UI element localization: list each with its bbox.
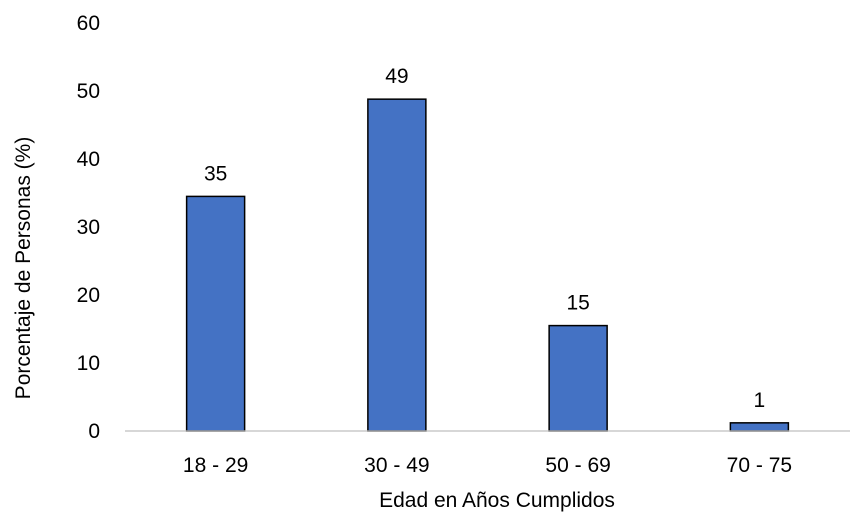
y-tick-label: 10 [77,352,100,375]
x-axis-title: Edad en Años Cumplidos [379,489,615,512]
y-tick-label: 20 [77,284,100,307]
x-axis-ticks: 18 - 29 30 - 49 50 - 69 70 - 75 [183,454,792,477]
y-tick-label: 50 [77,80,100,103]
data-label: 35 [204,162,227,185]
x-tick-label: 50 - 69 [545,454,610,477]
y-tick-label: 40 [77,148,100,171]
y-axis-title: Porcentaje de Personas (%) [12,137,35,400]
bar [729,422,790,432]
x-tick-label: 30 - 49 [364,454,429,477]
bars [185,98,790,432]
y-axis-ticks: 0 10 20 30 40 50 60 [77,12,100,443]
data-label: 49 [385,65,408,88]
y-tick-label: 30 [77,216,100,239]
x-tick-label: 70 - 75 [727,454,792,477]
data-labels: 35 49 15 1 [204,65,765,412]
x-tick-label: 18 - 29 [183,454,248,477]
y-tick-label: 60 [77,12,100,35]
data-label: 15 [566,292,589,315]
bar [367,98,427,432]
y-tick-label: 0 [88,420,100,443]
data-label: 1 [754,389,766,412]
bar [185,195,246,432]
bar [548,324,608,432]
